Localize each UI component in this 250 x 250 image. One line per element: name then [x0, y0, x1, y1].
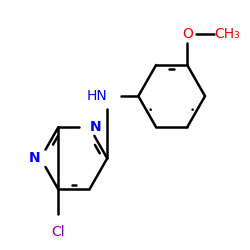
Text: HN: HN [86, 89, 107, 103]
Text: N: N [29, 151, 40, 165]
Text: N: N [90, 120, 101, 134]
Text: CH₃: CH₃ [214, 27, 240, 41]
Text: Cl: Cl [52, 225, 65, 239]
Text: O: O [182, 27, 193, 41]
